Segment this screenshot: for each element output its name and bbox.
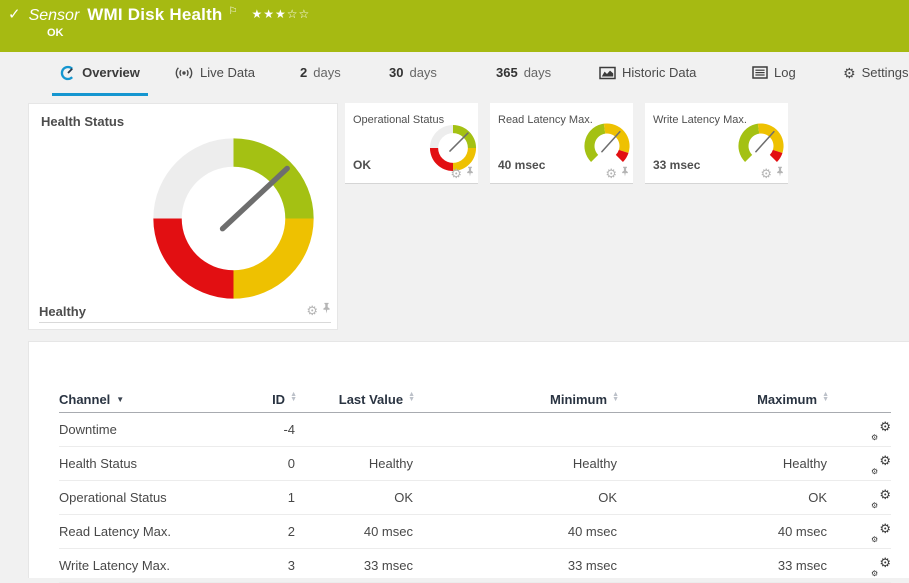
column-header-id[interactable]: ID ▲ ▼ [239, 386, 297, 413]
tab-30-days[interactable]: 30 days [389, 65, 437, 80]
tab-overview[interactable]: Overview [52, 52, 148, 96]
gauge-settings-gear-icon[interactable]: ⚙ [605, 165, 617, 181]
tab-2-days[interactable]: 2 days [300, 65, 341, 80]
sort-icon: ▲ ▼ [408, 391, 415, 403]
tab-365-days[interactable]: 365 days [496, 65, 552, 80]
sensor-type-label: Sensor [28, 7, 80, 24]
column-header-minimum[interactable]: Minimum ▲ ▼ [415, 386, 619, 413]
tab-bar: Overview Live Data 2 days 30 days 365 da… [0, 52, 909, 96]
pin-icon[interactable] [322, 301, 331, 319]
channel-table-panel: Channel ▼ ID ▲ ▼ Last Value ▲ ▼ Minimum ▲ ▼… [28, 341, 909, 583]
health-status-panel: Health Status Healthy ⚙ [28, 103, 338, 330]
operational-status-gauge [429, 124, 477, 172]
pin-icon[interactable] [621, 164, 629, 182]
live-data-icon [174, 66, 194, 80]
panel-title: Health Status [41, 114, 125, 129]
gauge-settings-gear-icon[interactable]: ⚙ [760, 165, 772, 181]
channel-settings-icon[interactable]: ⚙ ⚙ [871, 554, 891, 578]
write-latency-card: Write Latency Max. 33 msec ⚙ [645, 103, 788, 184]
sort-icon: ▲ ▼ [290, 391, 297, 403]
sensor-header: ✓ Sensor WMI Disk Health ⚐ ★★★☆☆ OK [0, 0, 909, 52]
gear-icon: ⚙ [843, 64, 856, 81]
mini-gauge-value: 33 msec [653, 158, 701, 172]
channel-settings-icon[interactable]: ⚙ ⚙ [871, 452, 891, 476]
gauge-icon [60, 65, 76, 81]
log-list-icon [752, 66, 768, 79]
channel-settings-icon[interactable]: ⚙ ⚙ [871, 418, 891, 442]
tab-settings[interactable]: ⚙ Settings [843, 64, 909, 81]
status-badge: OK [47, 27, 64, 39]
operational-status-card: Operational Status OK ⚙ [345, 103, 478, 184]
tab-historic-data[interactable]: Historic Data [599, 52, 696, 93]
pin-icon[interactable] [776, 164, 784, 182]
health-status-gauge [153, 138, 314, 299]
mini-gauge-value: 40 msec [498, 158, 546, 172]
mini-gauge-title: Read Latency Max. [498, 114, 593, 126]
gauge-settings-gear-icon[interactable]: ⚙ [306, 302, 318, 318]
channel-settings-icon[interactable]: ⚙ ⚙ [871, 520, 891, 544]
read-latency-card: Read Latency Max. 40 msec ⚙ [490, 103, 633, 184]
channel-table: Channel ▼ ID ▲ ▼ Last Value ▲ ▼ Minimum ▲ ▼… [59, 386, 891, 583]
write-latency-gauge [738, 123, 784, 162]
column-header-channel[interactable]: Channel ▼ [59, 386, 239, 413]
health-status-value: Healthy [39, 304, 86, 319]
sort-icon: ▲ ▼ [612, 391, 619, 403]
page-title: WMI Disk Health [87, 5, 223, 24]
flag-icon[interactable]: ⚐ [228, 6, 238, 17]
mini-gauge-title: Operational Status [353, 114, 445, 126]
historic-chart-icon [599, 66, 616, 80]
tab-log[interactable]: Log [752, 52, 796, 93]
mini-gauge-title: Write Latency Max. [653, 114, 747, 126]
channel-settings-icon[interactable]: ⚙ ⚙ [871, 486, 891, 510]
read-latency-gauge [584, 123, 630, 162]
tab-live-data[interactable]: Live Data [174, 52, 255, 93]
sort-desc-icon: ▼ [116, 394, 125, 404]
pin-icon[interactable] [466, 164, 474, 182]
column-header-last-value[interactable]: Last Value ▲ ▼ [297, 386, 415, 413]
sort-icon: ▲ ▼ [822, 391, 829, 403]
priority-stars[interactable]: ★★★☆☆ [251, 7, 311, 21]
status-check-icon: ✓ [8, 6, 21, 23]
mini-gauge-value: OK [353, 158, 371, 172]
column-header-maximum[interactable]: Maximum ▲ ▼ [619, 386, 829, 413]
gauge-settings-gear-icon[interactable]: ⚙ [450, 165, 462, 181]
